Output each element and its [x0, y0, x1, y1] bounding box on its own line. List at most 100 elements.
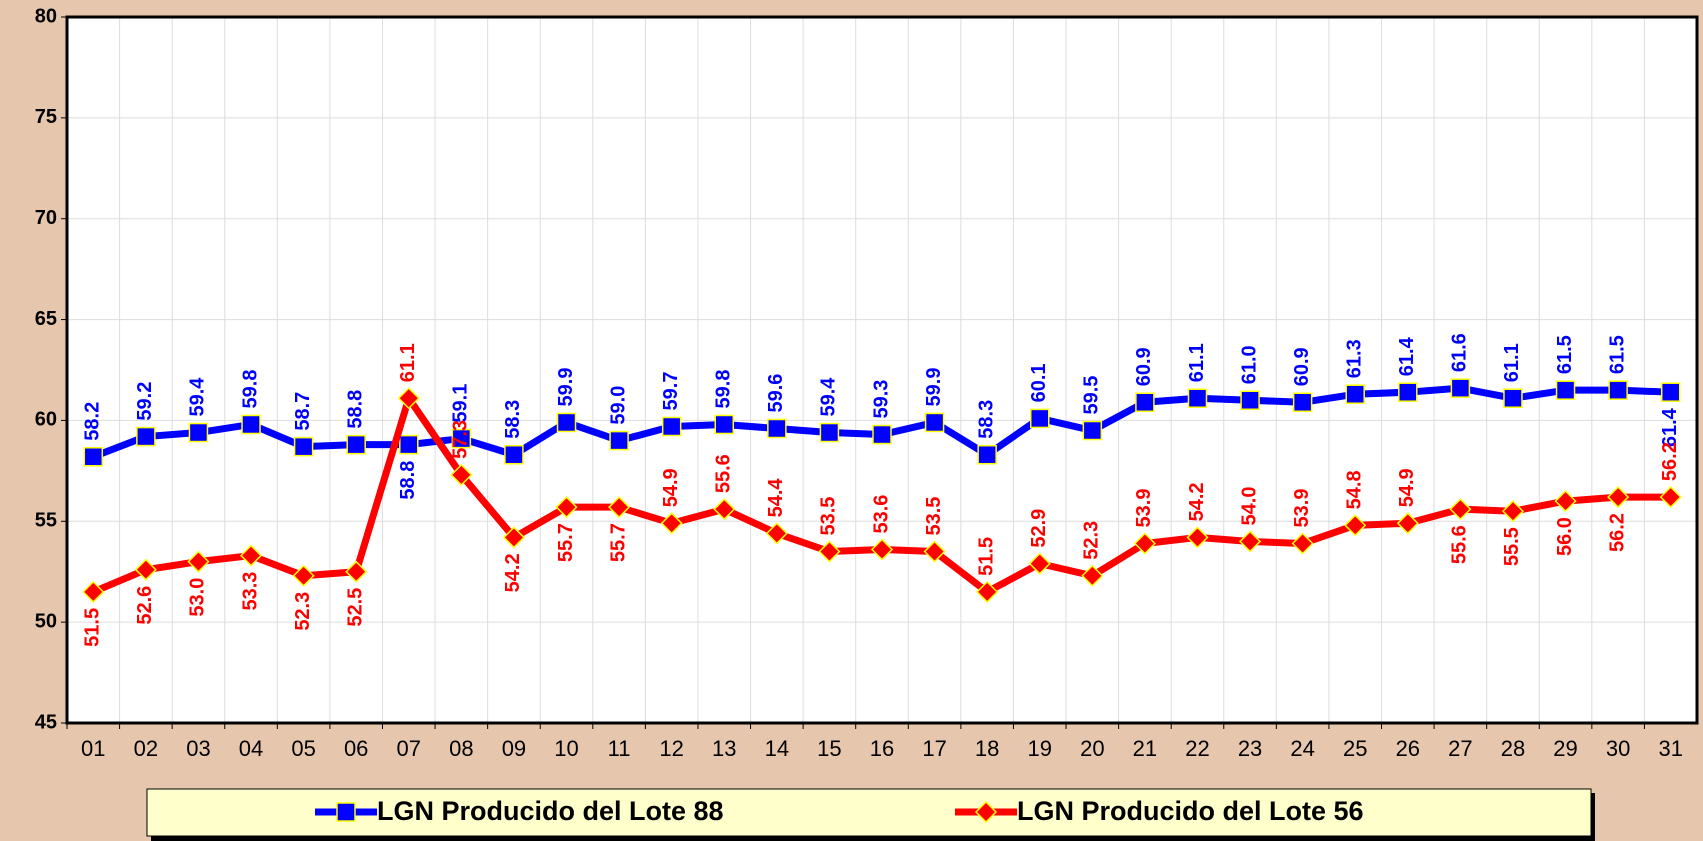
value-label: 54.2	[1186, 482, 1208, 521]
x-tick-label: 16	[870, 736, 894, 761]
marker	[1398, 382, 1418, 402]
value-label: 59.9	[923, 368, 945, 407]
marker	[977, 444, 997, 465]
y-tick-label: 70	[35, 207, 57, 229]
value-label: 53.9	[1133, 489, 1155, 528]
value-label: 55.7	[607, 523, 629, 562]
value-label: 54.4	[765, 478, 787, 518]
value-label: 55.7	[555, 523, 577, 562]
x-tick-label: 01	[81, 736, 105, 761]
marker	[608, 496, 631, 519]
x-tick-label: 26	[1396, 736, 1420, 761]
value-label: 55.6	[713, 454, 735, 493]
value-label: 58.3	[502, 400, 524, 439]
marker	[713, 498, 736, 521]
value-label: 61.4	[1396, 336, 1418, 376]
marker	[765, 522, 788, 545]
value-label: 61.6	[1449, 333, 1471, 372]
marker	[1345, 384, 1365, 404]
x-tick-label: 06	[344, 736, 368, 761]
value-label: 54.8	[1344, 470, 1366, 509]
x-tick-label: 11	[608, 736, 631, 761]
marker	[450, 463, 473, 486]
value-label: 59.2	[134, 382, 156, 421]
marker	[82, 580, 105, 603]
value-label: 55.6	[1449, 525, 1471, 564]
value-label: 58.2	[82, 402, 104, 441]
marker	[818, 540, 841, 563]
value-label: 54.9	[1396, 468, 1418, 507]
value-label: 56.2	[1659, 442, 1681, 481]
marker	[1555, 380, 1576, 400]
marker	[502, 526, 525, 549]
x-tick-label: 04	[239, 736, 263, 761]
marker	[1239, 530, 1262, 553]
value-label: 59.3	[870, 380, 892, 419]
plot-border	[65, 15, 1699, 725]
value-label: 59.4	[187, 377, 209, 417]
marker	[241, 414, 261, 435]
marker	[976, 580, 999, 603]
value-label: 57.3	[450, 420, 472, 459]
marker	[83, 446, 104, 467]
x-tick-label: 10	[554, 736, 578, 761]
marker	[1291, 532, 1314, 555]
value-label: 54.9	[660, 468, 682, 507]
marker	[1135, 392, 1155, 413]
marker	[660, 512, 683, 535]
x-tick-label: 18	[975, 736, 999, 761]
marker	[1396, 512, 1419, 535]
marker	[1344, 514, 1367, 537]
x-tick-label: 08	[449, 736, 473, 761]
value-label: 59.1	[450, 384, 472, 423]
y-tick-label: 60	[35, 409, 57, 431]
value-label: 58.3	[975, 400, 997, 439]
value-label: 61.1	[1501, 343, 1523, 382]
value-label: 52.3	[292, 592, 314, 631]
plot-area	[67, 17, 1697, 723]
value-label: 53.5	[818, 497, 840, 536]
value-label: 58.7	[292, 392, 314, 431]
x-tick-label: 13	[712, 736, 736, 761]
x-tick-label: 19	[1027, 736, 1051, 761]
value-label: 52.6	[134, 586, 156, 625]
marker	[555, 496, 578, 519]
marker	[924, 412, 945, 433]
marker	[1133, 532, 1156, 555]
value-label: 60.1	[1028, 363, 1050, 402]
value-label: 58.8	[344, 390, 366, 429]
marker	[661, 416, 682, 437]
marker	[974, 800, 998, 824]
value-label: 61.5	[1554, 335, 1576, 374]
marker	[1186, 526, 1209, 549]
value-label: 59.0	[607, 386, 629, 425]
legend-label: LGN Producido del Lote 56	[1017, 796, 1364, 826]
marker	[1660, 382, 1681, 402]
marker	[1082, 420, 1103, 441]
value-label: 53.5	[923, 497, 945, 536]
marker	[134, 558, 157, 581]
value-label: 61.3	[1344, 339, 1366, 378]
marker	[819, 422, 840, 443]
value-label: 59.4	[818, 377, 840, 417]
marker	[1292, 392, 1313, 413]
marker	[451, 428, 472, 449]
marker	[1501, 500, 1525, 523]
marker	[345, 560, 368, 583]
y-tick-label: 80	[35, 5, 57, 27]
x-tick-label: 25	[1343, 736, 1367, 761]
y-tick-label: 65	[35, 308, 57, 330]
value-label: 61.1	[397, 343, 419, 382]
marker	[1029, 408, 1050, 429]
legend	[146, 788, 1592, 837]
x-tick-label: 17	[922, 736, 946, 761]
value-label: 53.0	[187, 578, 209, 617]
value-label: 58.8	[397, 461, 419, 500]
x-tick-label: 21	[1133, 736, 1157, 761]
marker	[504, 444, 524, 465]
x-tick-label: 22	[1185, 736, 1209, 761]
marker	[923, 540, 946, 563]
value-label: 60.9	[1291, 347, 1313, 386]
value-label: 55.5	[1501, 527, 1523, 566]
marker	[346, 434, 366, 455]
